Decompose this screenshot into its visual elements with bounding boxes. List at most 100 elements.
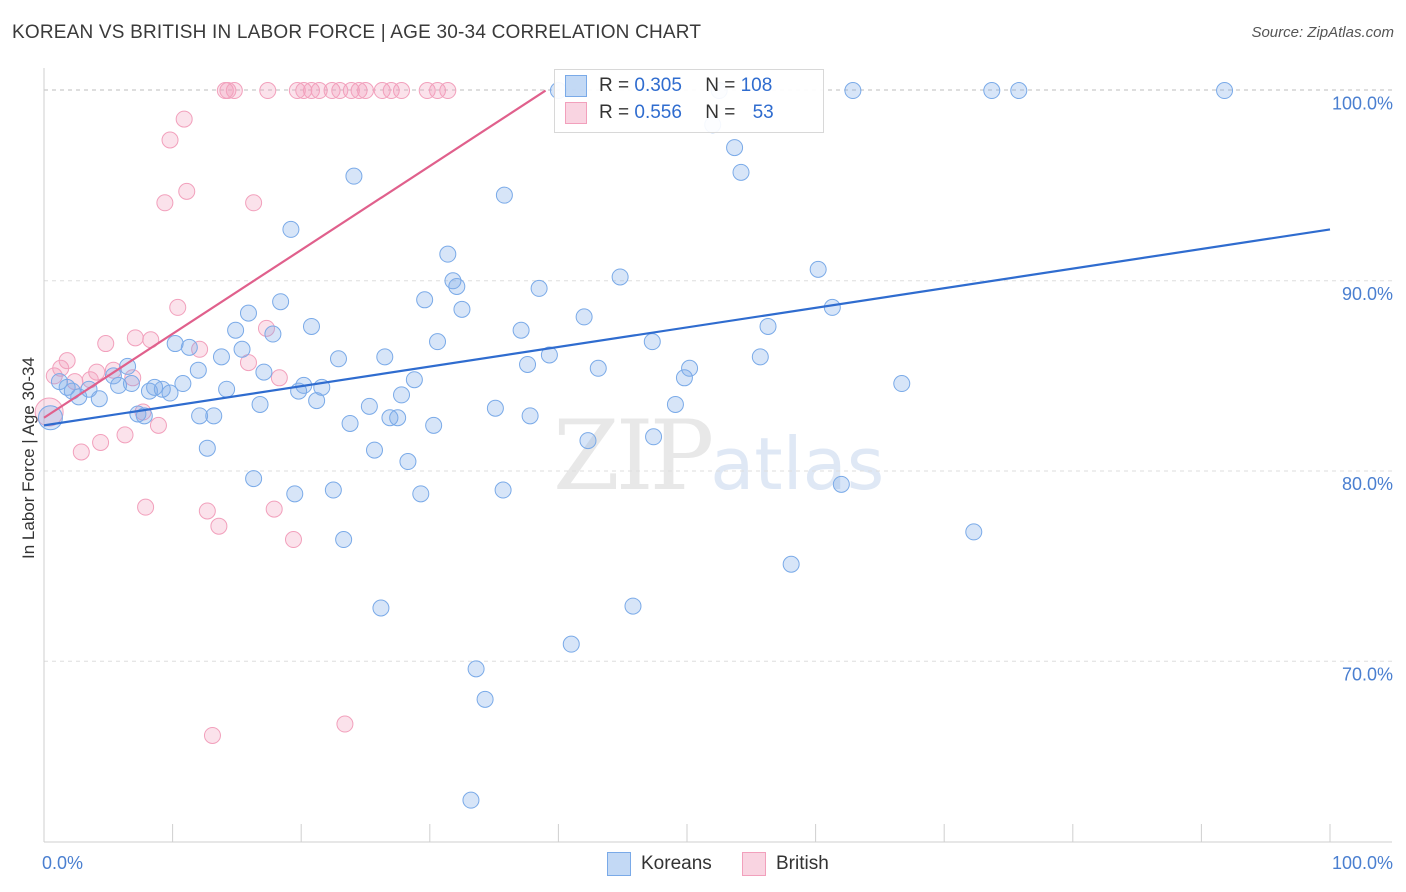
- koreans-n-value: 108: [740, 75, 773, 97]
- british-point-36: [284, 531, 302, 549]
- korean-point-10: [122, 375, 140, 393]
- korean-point-76: [575, 308, 593, 326]
- korean-point-101: [1216, 82, 1234, 100]
- british-point-26: [210, 517, 228, 535]
- korean-point-78: [589, 359, 607, 377]
- british-point-48: [382, 82, 400, 100]
- british-point-21: [175, 110, 193, 128]
- korean-point-81: [643, 333, 661, 351]
- stats-legend: R = 0.305 N = 108 R = 0.556 N = 53: [554, 69, 824, 133]
- bottom-legend-british[interactable]: British: [742, 852, 829, 876]
- british-trend-line: [43, 89, 547, 419]
- korean-point-49: [376, 348, 394, 366]
- korean-point-93: [809, 260, 827, 278]
- british-point-32: [257, 319, 275, 337]
- korean-point-100: [1010, 82, 1028, 100]
- y-tick-label-70: 70.0%: [1342, 664, 1393, 684]
- korean-point-27: [233, 340, 251, 358]
- british-point-0: [34, 397, 64, 427]
- british-point-34: [259, 82, 277, 100]
- y-tick-label-90: 90.0%: [1342, 284, 1393, 304]
- korean-point-96: [844, 82, 862, 100]
- source-credit: Source: ZipAtlas.com: [1251, 24, 1394, 41]
- korean-point-79: [611, 268, 629, 286]
- korean-point-71: [521, 407, 539, 425]
- korean-point-90: [751, 348, 769, 366]
- korean-point-35: [286, 485, 304, 503]
- british-point-13: [126, 329, 144, 347]
- korean-point-55: [412, 485, 430, 503]
- korean-point-72: [530, 279, 548, 297]
- korean-point-82: [645, 428, 663, 446]
- british-point-9: [97, 335, 115, 353]
- korean-point-7: [104, 367, 122, 385]
- korean-point-25: [218, 380, 236, 398]
- koreans-r-value: 0.305: [634, 75, 682, 97]
- axes: [43, 68, 1392, 843]
- british-point-33: [265, 500, 283, 518]
- korean-point-58: [429, 333, 447, 351]
- korean-point-24: [212, 348, 230, 366]
- british-point-46: [357, 82, 374, 100]
- legend-row-koreans: R = 0.305 N = 108: [565, 75, 772, 101]
- korean-point-68: [495, 186, 513, 204]
- korean-point-63: [462, 791, 480, 809]
- korean-point-47: [366, 441, 384, 459]
- british-point-28: [219, 82, 237, 100]
- korean-point-6: [90, 390, 108, 408]
- korean-point-56: [416, 291, 434, 309]
- british-point-52: [439, 82, 457, 100]
- british-point-8: [92, 433, 110, 451]
- koreans-n-label: N =: [705, 75, 736, 97]
- korean-point-73: [540, 346, 558, 364]
- bottom-legend-koreans[interactable]: Koreans: [607, 852, 712, 876]
- british-point-31: [245, 194, 263, 212]
- british-swatch: [565, 102, 587, 124]
- y-tick-label-100: 100.0%: [1332, 94, 1393, 114]
- koreans-r-label: R =: [599, 75, 630, 97]
- british-point-22: [178, 182, 196, 200]
- british-point-25: [203, 726, 221, 744]
- korean-point-95: [832, 475, 850, 493]
- british-r-label: R =: [599, 102, 630, 124]
- korean-point-29: [245, 470, 263, 488]
- korean-point-39: [308, 392, 326, 410]
- korean-point-45: [345, 167, 363, 185]
- korean-point-89: [732, 163, 750, 181]
- korean-point-64: [467, 660, 485, 678]
- british-point-24: [198, 502, 216, 520]
- watermark: ZIPatlas: [553, 400, 884, 512]
- british-n-value: 53: [752, 102, 774, 124]
- x-tick-label-100: 100.0%: [1332, 853, 1393, 873]
- british-point-11: [116, 426, 134, 444]
- british-point-12: [124, 369, 142, 387]
- korean-point-88: [726, 139, 744, 157]
- korean-point-51: [389, 409, 407, 427]
- korean-point-83: [666, 395, 684, 413]
- gridlines: [44, 89, 1392, 662]
- korean-point-23: [205, 407, 223, 425]
- watermark-atlas: atlas: [710, 422, 885, 506]
- korean-point-33: [272, 293, 290, 311]
- british-point-42: [331, 82, 349, 100]
- korean-point-16: [161, 384, 179, 402]
- data-points: [34, 82, 1234, 809]
- watermark-zip: ZIP: [553, 400, 714, 512]
- british-point-18: [156, 194, 174, 212]
- korean-point-69: [512, 321, 530, 339]
- korean-point-12: [135, 407, 153, 425]
- y-tick-label-80: 80.0%: [1342, 474, 1393, 494]
- british-point-15: [137, 498, 155, 516]
- korean-point-84: [675, 369, 693, 387]
- korean-point-20: [189, 361, 207, 379]
- korean-point-42: [329, 350, 347, 368]
- korean-point-94: [823, 298, 841, 316]
- koreans-legend-label: Koreans: [641, 853, 712, 875]
- korean-point-52: [393, 386, 411, 404]
- korean-point-34: [282, 220, 300, 238]
- korean-point-46: [360, 397, 378, 415]
- korean-point-30: [251, 395, 269, 413]
- british-point-37: [288, 82, 306, 100]
- korean-point-65: [476, 690, 494, 708]
